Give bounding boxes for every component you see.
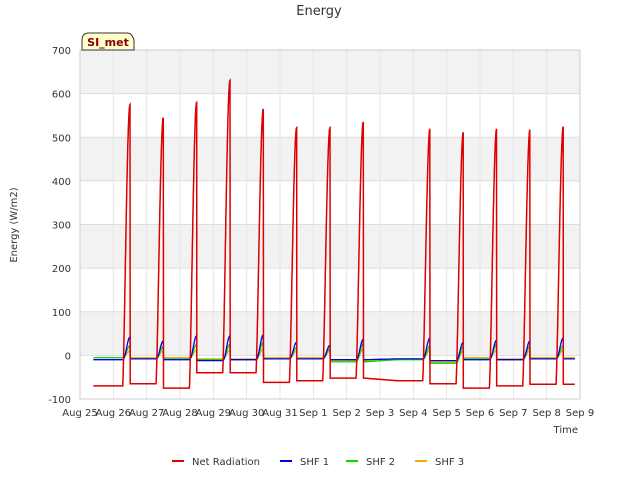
y-tick-label: 500: [52, 133, 71, 144]
x-tick-label: Sep 9: [566, 408, 594, 419]
x-tick-label: Aug 26: [96, 408, 131, 419]
y-tick-label: 200: [52, 264, 71, 275]
y-tick-label: 300: [52, 221, 71, 232]
site-badge: SI_met: [81, 32, 135, 51]
series-line-shf-1: [93, 334, 575, 362]
x-axis-label: Time: [553, 425, 578, 436]
y-tick-label: 600: [52, 90, 71, 101]
legend-label: Net Radiation: [192, 457, 260, 468]
chart-title: Energy: [296, 4, 342, 19]
legend-label: SHF 3: [435, 457, 464, 468]
plot-band: [80, 50, 580, 94]
x-tick-label: Sep 3: [366, 408, 394, 419]
y-tick-label: 400: [52, 177, 71, 188]
plot-frame: [79, 49, 581, 400]
y-axis-ticks: -100 0 100 200 300 400 500 600 700: [48, 46, 71, 406]
x-tick-label: Sep 8: [532, 408, 560, 419]
x-tick-label: Sep 6: [466, 408, 494, 419]
y-tick-label: -100: [48, 395, 71, 406]
x-tick-label: Aug 29: [196, 408, 231, 419]
site-label: SI_met: [87, 36, 129, 49]
legend: Net Radiation SHF 1 SHF 2 SHF 3: [172, 457, 464, 468]
y-tick-label: 100: [52, 308, 71, 319]
series-line-shf-3: [93, 348, 575, 363]
series-line-net-radiation: [93, 78, 575, 389]
x-tick-label: Sep 4: [399, 408, 427, 419]
x-tick-label: Aug 27: [129, 408, 164, 419]
x-tick-label: Sep 1: [299, 408, 327, 419]
y-tick-label: 700: [52, 46, 71, 57]
x-tick-label: Sep 2: [332, 408, 360, 419]
x-tick-label: Aug 28: [162, 408, 197, 419]
legend-label: SHF 2: [366, 457, 395, 468]
y-tick-label: 0: [65, 351, 71, 362]
x-tick-label: Aug 25: [62, 408, 97, 419]
series-layer: [93, 78, 575, 389]
legend-label: SHF 1: [300, 457, 329, 468]
x-tick-label: Sep 7: [499, 408, 527, 419]
x-tick-label: Aug 30: [229, 408, 264, 419]
y-axis-label: Energy (W/m2): [9, 187, 20, 262]
site-badge-shape: [81, 32, 135, 51]
x-tick-label: Sep 5: [432, 408, 460, 419]
series-line-shf-2: [93, 341, 575, 364]
x-tick-label: Aug 31: [262, 408, 297, 419]
